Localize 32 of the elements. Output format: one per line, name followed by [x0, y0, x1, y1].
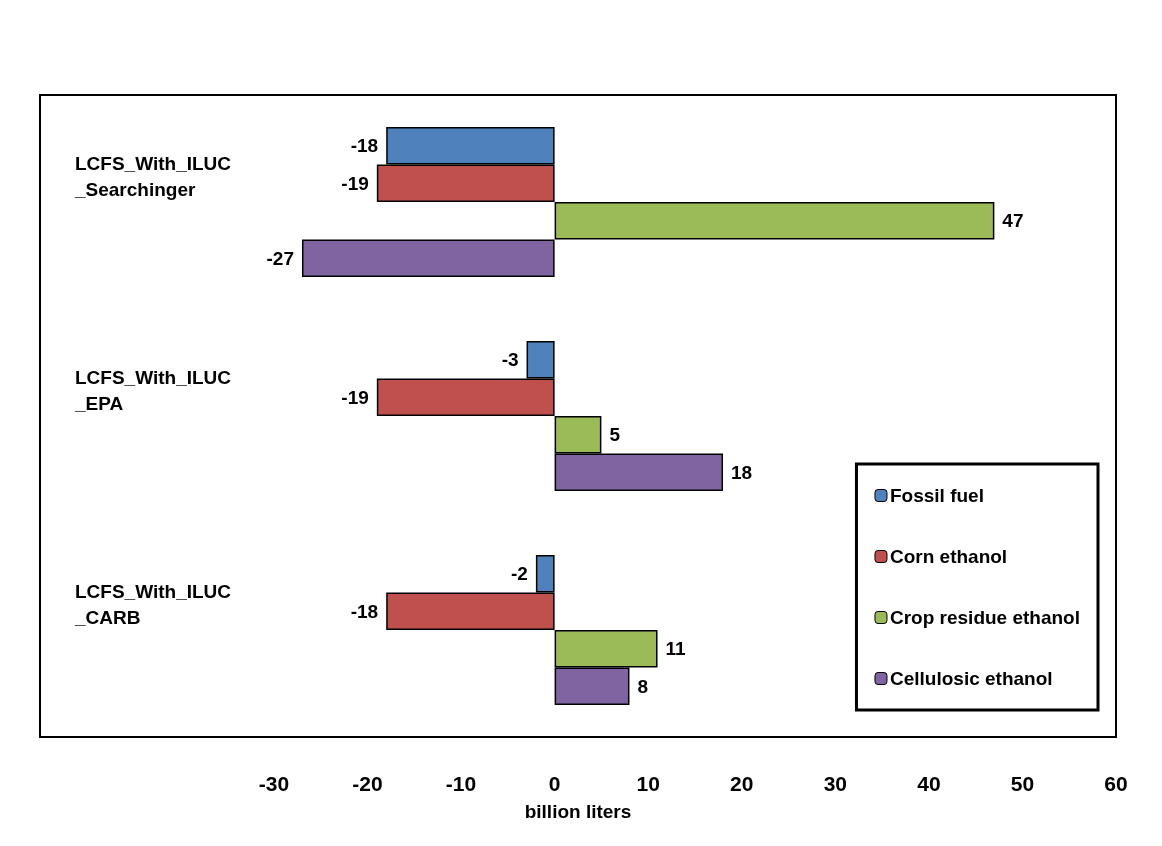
- y-tick-label: LCFS_With_ILUC_CARB: [74, 580, 232, 628]
- x-tick-label: 10: [636, 772, 660, 795]
- y-tick-label: LCFS_With_ILUC_EPA: [74, 366, 232, 414]
- x-tick-label: 40: [917, 772, 941, 795]
- data-label: -27: [266, 247, 294, 269]
- x-tick-label: 50: [1010, 772, 1035, 795]
- bar: [301, 239, 555, 277]
- x-tick-label: 20: [730, 772, 754, 795]
- legend-label: Fossil fuel: [889, 485, 984, 506]
- data-label: -3: [501, 349, 519, 371]
- x-tick-label: 30: [823, 772, 847, 795]
- legend-label: Corn ethanol: [889, 546, 1008, 567]
- y-tick-label: LCFS_With_ILUC_Searchinger: [74, 152, 232, 200]
- data-label: -2: [510, 563, 528, 585]
- x-tick-label: 0: [548, 772, 561, 795]
- data-label: -19: [341, 172, 369, 194]
- data-label: 5: [609, 424, 621, 446]
- legend-label: Cellulosic ethanol: [889, 668, 1053, 689]
- data-label: 8: [637, 675, 649, 697]
- x-tick-label: -10: [445, 772, 477, 795]
- data-label: 18: [731, 461, 753, 483]
- legend-label: Crop residue ethanol: [889, 607, 1080, 628]
- x-axis-title: billion liters: [524, 801, 632, 822]
- bar: [554, 202, 995, 240]
- data-label: 47: [1002, 210, 1024, 232]
- data-label: -18: [350, 600, 379, 622]
- x-tick-label: 60: [1104, 772, 1128, 795]
- x-tick-label: -20: [352, 772, 383, 795]
- x-tick-label: -30: [258, 772, 290, 795]
- data-label: -19: [341, 386, 369, 408]
- data-label: -18: [350, 135, 379, 157]
- data-label: 11: [665, 638, 687, 660]
